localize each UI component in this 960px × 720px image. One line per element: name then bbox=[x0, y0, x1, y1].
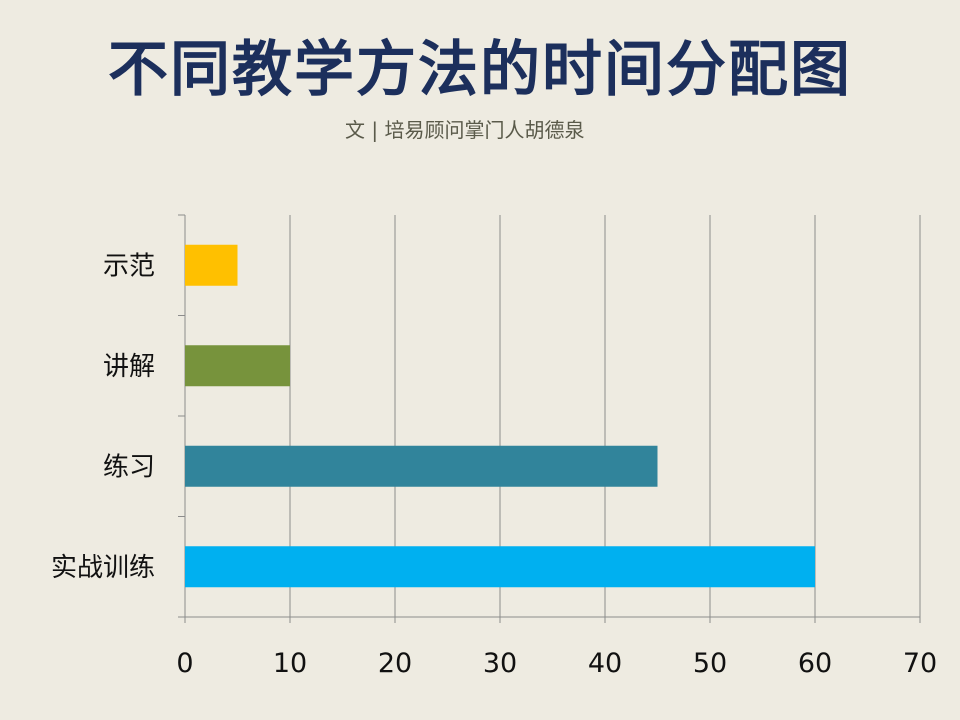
x-tick-label: 20 bbox=[378, 648, 412, 679]
x-tick-label: 30 bbox=[483, 648, 517, 679]
x-tick-label: 40 bbox=[588, 648, 622, 679]
x-tick-label: 50 bbox=[693, 648, 727, 679]
bar-3 bbox=[185, 445, 658, 487]
x-tick-label: 0 bbox=[176, 648, 193, 679]
bar-1 bbox=[185, 244, 238, 286]
category-label: 实战训练 bbox=[51, 553, 155, 583]
category-label: 讲解 bbox=[103, 352, 155, 382]
bar-2 bbox=[185, 345, 290, 387]
chart-subtitle: 文 | 培易顾问掌门人胡德泉 bbox=[345, 118, 585, 142]
bar-4 bbox=[185, 546, 815, 588]
x-tick-label: 70 bbox=[903, 648, 937, 679]
category-label: 练习 bbox=[103, 452, 155, 482]
bars bbox=[185, 244, 815, 588]
x-tick-label: 10 bbox=[273, 648, 307, 679]
category-label: 示范 bbox=[103, 251, 155, 281]
chart-title: 不同教学方法的时间分配图 bbox=[108, 35, 852, 105]
x-tick-label: 60 bbox=[798, 648, 832, 679]
